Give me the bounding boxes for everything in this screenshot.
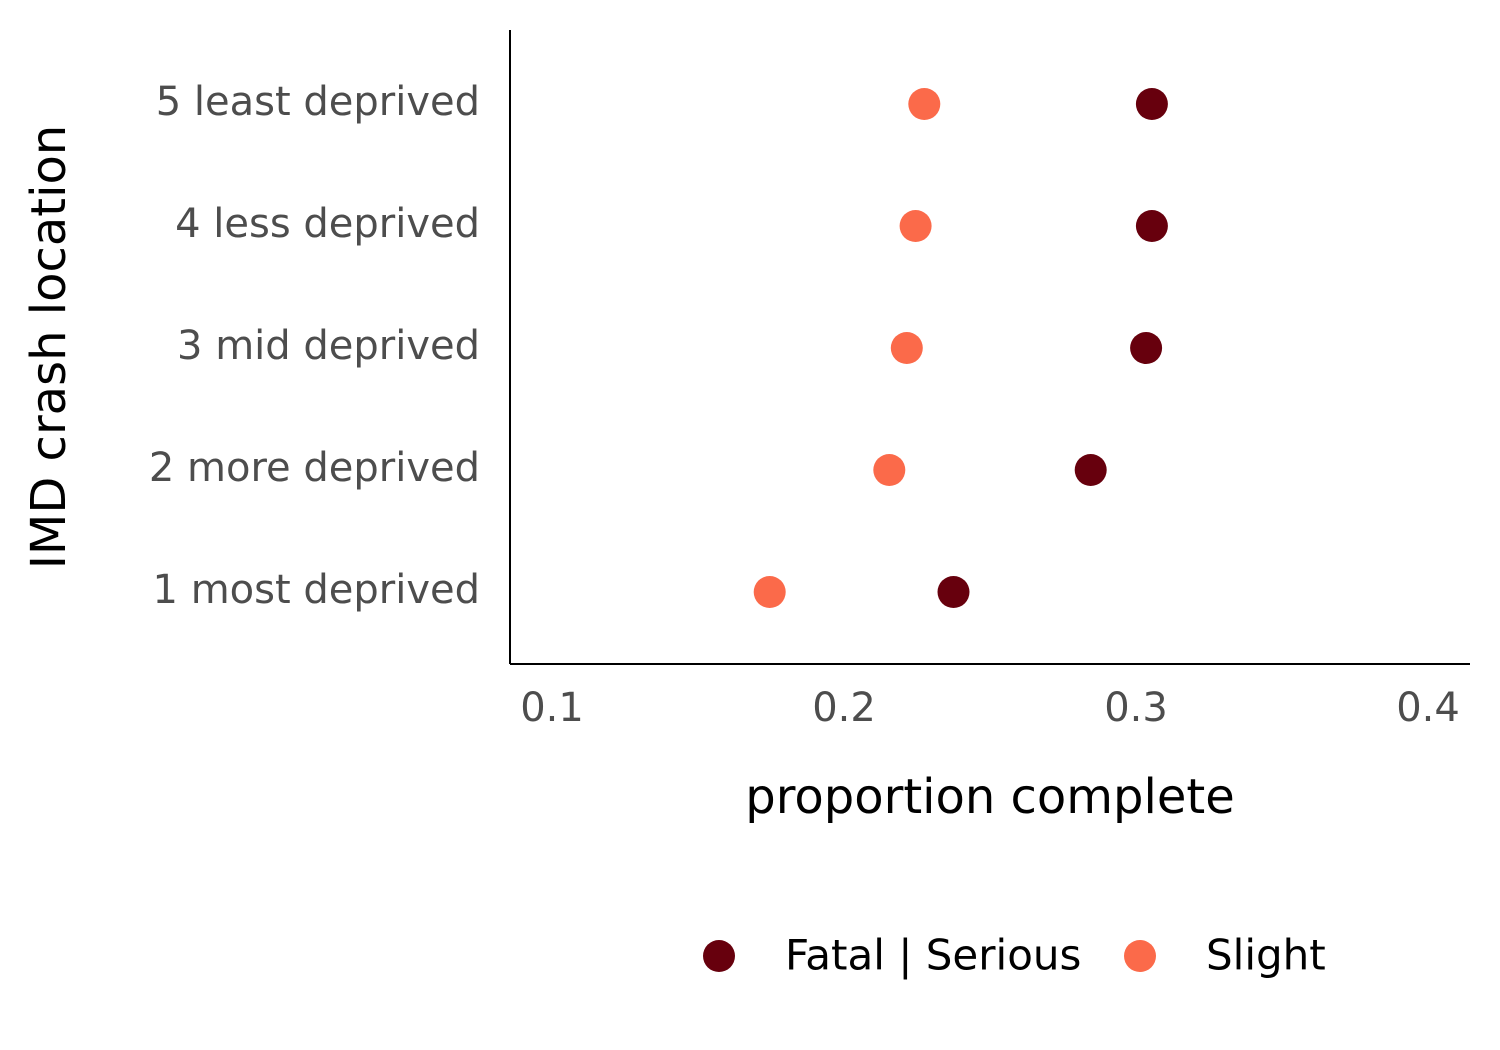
legend-swatch-fatal-serious: [703, 940, 735, 972]
legend-swatch-slight: [1124, 940, 1156, 972]
y-tick-label-1: 1 most deprived: [153, 567, 480, 613]
y-tick-labels: 5 least deprived 4 less deprived 3 mid d…: [149, 79, 480, 613]
point-fatal-serious-2: [1074, 454, 1107, 486]
y-tick-label-4: 4 less deprived: [175, 201, 480, 247]
x-tick-labels: 0.1 0.2 0.3 0.4: [520, 685, 1460, 731]
point-fatal-serious-3: [1130, 332, 1163, 364]
x-tick-label-0-4: 0.4: [1396, 685, 1460, 731]
point-fatal-serious-1: [937, 576, 970, 608]
point-slight-5: [908, 88, 941, 120]
point-fatal-serious-4: [1135, 210, 1168, 242]
y-tick-label-5: 5 least deprived: [156, 79, 480, 125]
legend: Fatal | Serious Slight: [703, 931, 1326, 980]
x-tick-label-0-1: 0.1: [520, 685, 584, 731]
point-fatal-serious-5: [1135, 88, 1168, 120]
x-tick-label-0-2: 0.2: [812, 685, 876, 731]
y-tick-label-2: 2 more deprived: [149, 445, 480, 491]
data-points: [753, 88, 1168, 608]
point-slight-2: [873, 454, 906, 486]
point-slight-3: [890, 332, 923, 364]
y-tick-label-3: 3 mid deprived: [177, 323, 480, 369]
axes: [509, 30, 1470, 665]
legend-label-fatal-serious: Fatal | Serious: [785, 931, 1081, 980]
y-axis-title: IMD crash location: [21, 125, 77, 569]
point-slight-1: [753, 576, 786, 608]
point-slight-4: [899, 210, 932, 242]
legend-label-slight: Slight: [1206, 931, 1326, 980]
x-tick-label-0-3: 0.3: [1104, 685, 1168, 731]
x-axis-title: proportion complete: [745, 769, 1235, 825]
